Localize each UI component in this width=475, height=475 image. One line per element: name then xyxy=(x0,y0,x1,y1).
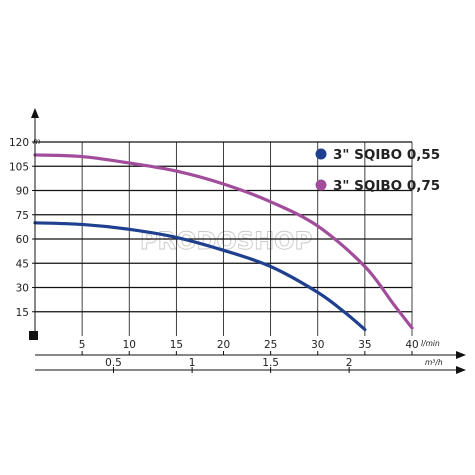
legend-marker-2 xyxy=(315,179,327,191)
y-axis-unit: m xyxy=(33,137,40,146)
x-tick-label: 25 xyxy=(264,339,277,351)
x-axis-arrow-icon xyxy=(456,351,466,359)
x-tick-label: 35 xyxy=(358,339,371,351)
axes: 15 30 45 60 75 90 105 120 m 5 10 15 20 25 30 35 40 l/min 0… xyxy=(9,108,466,374)
series-line-1 xyxy=(33,221,367,332)
x2-tick-label: 0.5 xyxy=(105,357,122,369)
grid xyxy=(35,141,413,336)
x2-axis-unit: m³/h xyxy=(425,358,443,367)
x-tick-label: 30 xyxy=(311,339,324,351)
series-line-2 xyxy=(33,153,414,330)
y-tick-label: 75 xyxy=(16,210,29,222)
y-axis-arrow-icon xyxy=(31,108,39,118)
x-tick-label: 40 xyxy=(405,339,418,351)
x2-tick-label: 1 xyxy=(189,357,196,369)
y-tick-label: 30 xyxy=(16,283,29,295)
curves xyxy=(33,153,414,332)
legend-label-1: 3" SQIBO 0,55 xyxy=(333,147,440,163)
x-axis-unit: l/min xyxy=(421,339,440,348)
y-tick-label: 60 xyxy=(16,234,29,246)
x-tick-label: 10 xyxy=(123,339,136,351)
y-tick-label: 105 xyxy=(9,161,29,173)
origin-marker xyxy=(29,331,38,340)
y-tick-label: 120 xyxy=(9,137,29,149)
legend-marker-1 xyxy=(315,148,327,160)
x2-axis-arrow-icon xyxy=(456,366,466,374)
x-tick-label: 20 xyxy=(217,339,230,351)
y-tick-label: 15 xyxy=(16,307,29,319)
x2-tick-label: 2 xyxy=(346,357,353,369)
y-tick-label: 45 xyxy=(16,258,29,270)
legend: 3" SQIBO 0,55 3" SQIBO 0,75 xyxy=(315,147,440,194)
y-tick-label: 90 xyxy=(16,186,29,198)
x-tick-label: 5 xyxy=(79,339,86,351)
x2-tick-label: 1.5 xyxy=(262,357,279,369)
x-tick-label: 15 xyxy=(170,339,183,351)
legend-label-2: 3" SQIBO 0,75 xyxy=(333,178,440,194)
